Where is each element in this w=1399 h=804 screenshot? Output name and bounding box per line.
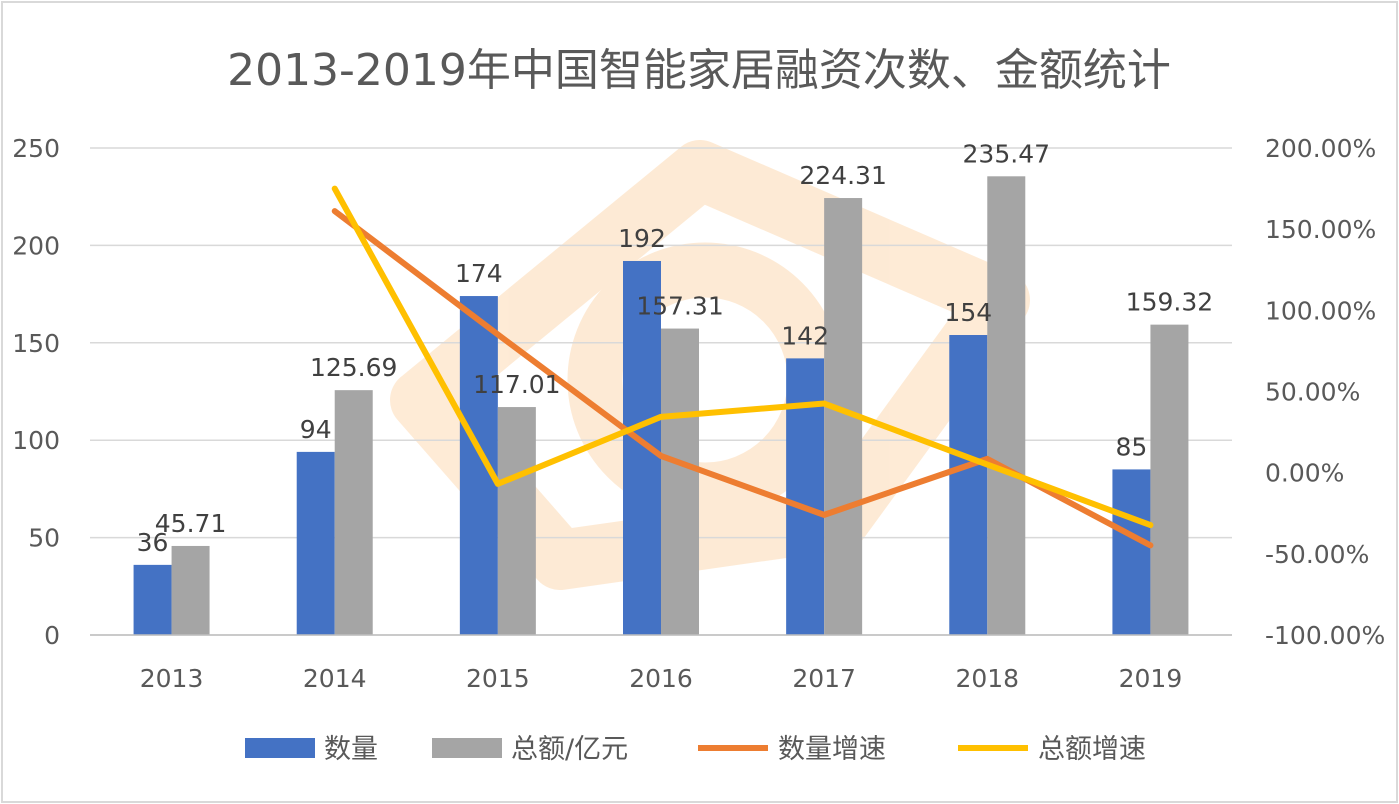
right-tick-label: 0.00% bbox=[1265, 459, 1344, 488]
x-tick-label: 2016 bbox=[629, 664, 693, 693]
right-tick-label: -100.00% bbox=[1265, 621, 1385, 650]
left-tick-label: 250 bbox=[12, 134, 60, 163]
x-tick-label: 2013 bbox=[140, 664, 204, 693]
legend: 数量 总额/亿元 数量增速 总额增速 bbox=[245, 734, 1146, 765]
data-label-count: 36 bbox=[137, 528, 169, 557]
bar-amount bbox=[334, 390, 373, 635]
x-tick-label: 2018 bbox=[955, 664, 1019, 693]
legend-label-amount: 总额/亿元 bbox=[511, 734, 628, 765]
x-tick-label: 2015 bbox=[466, 664, 530, 693]
bar-count bbox=[786, 358, 825, 635]
x-axis: 2013 2014 2015 2016 2017 2018 2019 bbox=[90, 634, 1232, 693]
data-label-count: 192 bbox=[618, 224, 666, 253]
bar-amount bbox=[661, 328, 699, 635]
left-tick-label: 50 bbox=[28, 524, 60, 553]
bar-count bbox=[459, 296, 498, 635]
x-tick-label: 2017 bbox=[792, 664, 856, 693]
data-label-amount: 125.69 bbox=[310, 353, 397, 382]
data-label-amount: 224.31 bbox=[799, 161, 886, 190]
right-axis: -100.00% -50.00% 0.00% 50.00% 100.00% 150.00%… bbox=[1265, 134, 1385, 650]
data-label-count: 94 bbox=[300, 415, 332, 444]
bar-count bbox=[949, 335, 988, 635]
data-label-count: 85 bbox=[1116, 432, 1148, 461]
left-tick-label: 150 bbox=[12, 329, 60, 358]
legend-swatch-amount bbox=[432, 738, 502, 758]
chart-title: 2013-2019年中国智能家居融资次数、金额统计 bbox=[227, 45, 1171, 96]
right-tick-label: 100.00% bbox=[1265, 296, 1376, 325]
left-tick-label: 0 bbox=[44, 621, 60, 650]
data-label-amount: 45.71 bbox=[155, 509, 227, 538]
legend-label-amount-growth: 总额增速 bbox=[1038, 734, 1146, 765]
bar-amount bbox=[171, 545, 210, 635]
data-label-amount: 159.32 bbox=[1126, 288, 1213, 317]
x-tick-label: 2014 bbox=[303, 664, 367, 693]
bar-amount bbox=[1150, 324, 1189, 635]
bar-amount bbox=[497, 407, 536, 635]
right-tick-label: 50.00% bbox=[1265, 378, 1360, 407]
bar-count bbox=[296, 451, 335, 635]
data-label-count: 154 bbox=[944, 298, 992, 327]
left-tick-label: 100 bbox=[12, 426, 60, 455]
bar-count bbox=[133, 564, 172, 635]
bar-amount bbox=[987, 176, 1026, 635]
right-tick-label: -50.00% bbox=[1265, 540, 1369, 569]
data-label-count: 174 bbox=[455, 259, 503, 288]
lines bbox=[331, 185, 1154, 549]
x-tick-label: 2019 bbox=[1119, 664, 1183, 693]
data-labels: 36 94 174 192 142 154 85 45.71 125.69 117.01 157.3… bbox=[137, 139, 1214, 557]
bar-count bbox=[1112, 469, 1151, 635]
left-axis: 0 50 100 150 200 250 bbox=[12, 134, 60, 650]
data-label-count: 142 bbox=[781, 321, 829, 350]
line-amount-growth bbox=[331, 185, 1154, 529]
data-label-amount: 235.47 bbox=[963, 139, 1050, 168]
data-label-amount: 117.01 bbox=[473, 370, 560, 399]
data-label-amount: 157.31 bbox=[636, 292, 723, 321]
right-tick-label: 150.00% bbox=[1265, 215, 1376, 244]
legend-label-count: 数量 bbox=[324, 734, 378, 765]
legend-swatch-count bbox=[245, 738, 315, 758]
right-tick-label: 200.00% bbox=[1265, 134, 1376, 163]
left-tick-label: 200 bbox=[12, 231, 60, 260]
legend-label-count-growth: 数量增速 bbox=[778, 734, 886, 765]
